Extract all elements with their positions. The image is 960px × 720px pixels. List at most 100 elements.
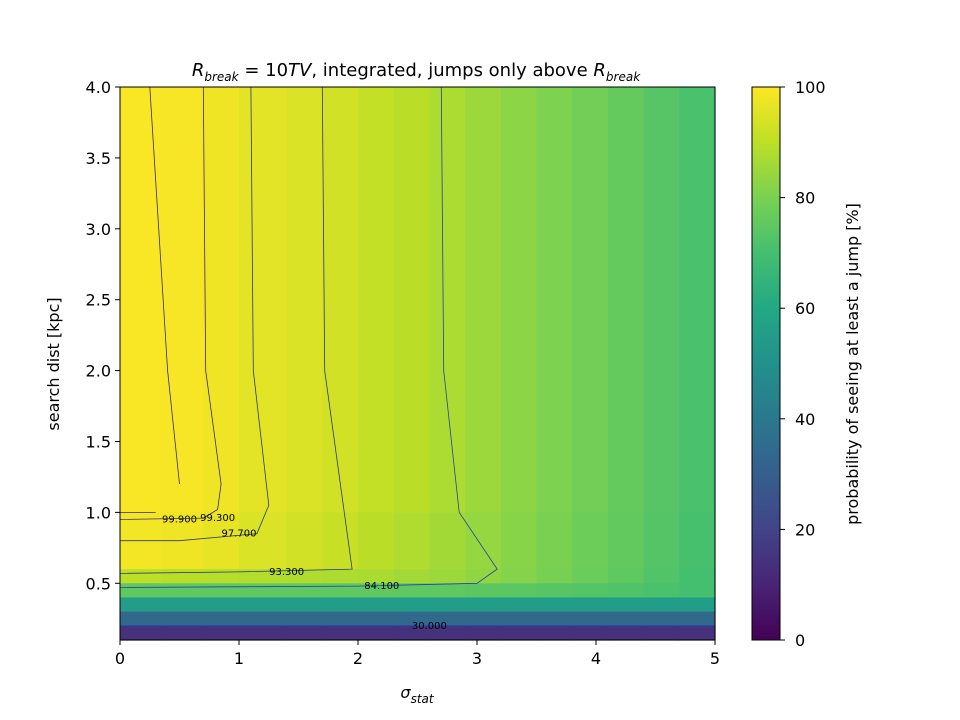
contour-label: 30.000: [412, 621, 447, 632]
heatmap-cell: [358, 569, 395, 584]
heatmap-cell: [465, 625, 502, 641]
contour-line: [119, 86, 498, 588]
heatmap-cell: [500, 611, 538, 627]
heatmap-cell: [286, 611, 323, 627]
heatmap-cell: [607, 583, 645, 599]
heatmap-cell: [679, 583, 716, 599]
heatmap-cell: [161, 583, 204, 599]
x-tick-label: 3: [472, 649, 482, 668]
colorbar-ticks: 0 20 40 60 80 100: [780, 78, 826, 650]
y-tick-label: 2.5: [86, 291, 111, 310]
heatmap-cell: [500, 597, 538, 613]
chart-title: Rbreak = 10TV, integrated, jumps only ab…: [192, 60, 641, 84]
y-tick-label: 3.5: [86, 149, 111, 168]
heatmap-cell: [429, 512, 466, 570]
heatmap-cell: [120, 625, 163, 641]
heatmap-cell: [322, 512, 359, 570]
heatmap-cell: [572, 87, 609, 513]
x-tick-label: 4: [591, 649, 601, 668]
heatmap-cell: [322, 625, 359, 641]
heatmap-cell: [429, 611, 466, 627]
y-axis-ticks: 0.5 1.0 1.5 2.0 2.5 3.0 3.5 4.0: [86, 78, 120, 593]
y-tick-label: 4.0: [86, 78, 111, 97]
contour-line: [119, 86, 222, 520]
y-tick-label: 0.5: [86, 574, 111, 593]
y-tick-label: 2.0: [86, 362, 111, 381]
heatmap-cell: [286, 87, 323, 513]
heatmap-cell: [679, 512, 716, 570]
x-axis-ticks: 0 1 2 3 4 5: [115, 640, 720, 668]
heatmap-cell: [239, 611, 288, 627]
heatmap-cell: [607, 87, 645, 513]
heatmap-cell: [643, 611, 680, 627]
heatmap-cell: [239, 87, 288, 513]
heatmap-cell: [203, 512, 240, 570]
x-tick-label: 2: [353, 649, 363, 668]
heatmap-cell: [161, 569, 204, 584]
heatmap-cell: [536, 569, 573, 584]
heatmap-cell: [393, 569, 430, 584]
heatmap-cell: [572, 569, 609, 584]
heatmap-cell: [429, 597, 466, 613]
heatmap-cell: [322, 611, 359, 627]
heatmap-cell: [607, 611, 645, 627]
contour-label: 84.100: [364, 581, 399, 592]
heatmap-cell: [203, 611, 240, 627]
heatmap-cell: [679, 87, 716, 513]
contour-label: 99.300: [200, 513, 235, 524]
heatmap-cell: [643, 597, 680, 613]
heatmap-cell: [161, 597, 204, 613]
heatmap-cell: [358, 597, 395, 613]
heatmap-cell: [465, 597, 502, 613]
heatmap-cell: [536, 625, 573, 641]
heatmap-cell: [572, 611, 609, 627]
y-tick-label: 3.0: [86, 220, 111, 239]
heatmap-cell: [465, 569, 502, 584]
x-tick-label: 1: [234, 649, 244, 668]
heatmap-cell: [203, 569, 240, 584]
contour-label: 93.300: [269, 567, 304, 578]
heatmap-cell: [358, 625, 395, 641]
heatmap-cell: [161, 625, 204, 641]
plot-frame: [119, 86, 716, 641]
heatmap-cell: [607, 512, 645, 570]
heatmap-cell: [429, 569, 466, 584]
heatmap-cell: [643, 625, 680, 641]
heatmap-cell: [239, 625, 288, 641]
heatmap-cell: [322, 597, 359, 613]
contour-label: 97.700: [222, 529, 257, 540]
heatmap-cell: [643, 87, 680, 513]
heatmap-cell: [322, 87, 359, 513]
heatmap-cell: [465, 512, 502, 570]
heatmap-cell: [643, 583, 680, 599]
heatmap-cell: [358, 583, 395, 599]
heatmap-cell: [322, 583, 359, 599]
heatmap-cell: [286, 583, 323, 599]
heatmap-cell: [500, 625, 538, 641]
colorbar-tick-label: 40: [795, 410, 815, 429]
heatmap-cell: [203, 87, 240, 513]
heatmap-cell: [429, 583, 466, 599]
heatmap-cell: [203, 597, 240, 613]
colorbar-label: probability of seeing at least a jump [%…: [843, 203, 862, 525]
colorbar: [751, 86, 781, 641]
heatmap-cell: [465, 583, 502, 599]
heatmap-cell: [572, 625, 609, 641]
heatmap-cell: [203, 583, 240, 599]
heatmap-cell: [536, 597, 573, 613]
heatmap-cell: [500, 583, 538, 599]
heatmap-cell: [572, 512, 609, 570]
colorbar-tick-label: 0: [795, 631, 805, 650]
y-axis-label: search dist [kpc]: [44, 297, 63, 430]
heatmap-cell: [239, 512, 288, 570]
heatmap-cell: [643, 512, 680, 570]
x-tick-label: 5: [710, 649, 720, 668]
heatmap-cell: [465, 611, 502, 627]
heatmap-cell: [643, 569, 680, 584]
heatmap-cell: [286, 569, 323, 584]
heatmap-cell: [429, 87, 466, 513]
heatmap-cell: [358, 512, 395, 570]
contour-lines: 99.900 99.300 97.700 93.300 84.100 30.000: [119, 86, 715, 632]
heatmap-cell: [536, 512, 573, 570]
